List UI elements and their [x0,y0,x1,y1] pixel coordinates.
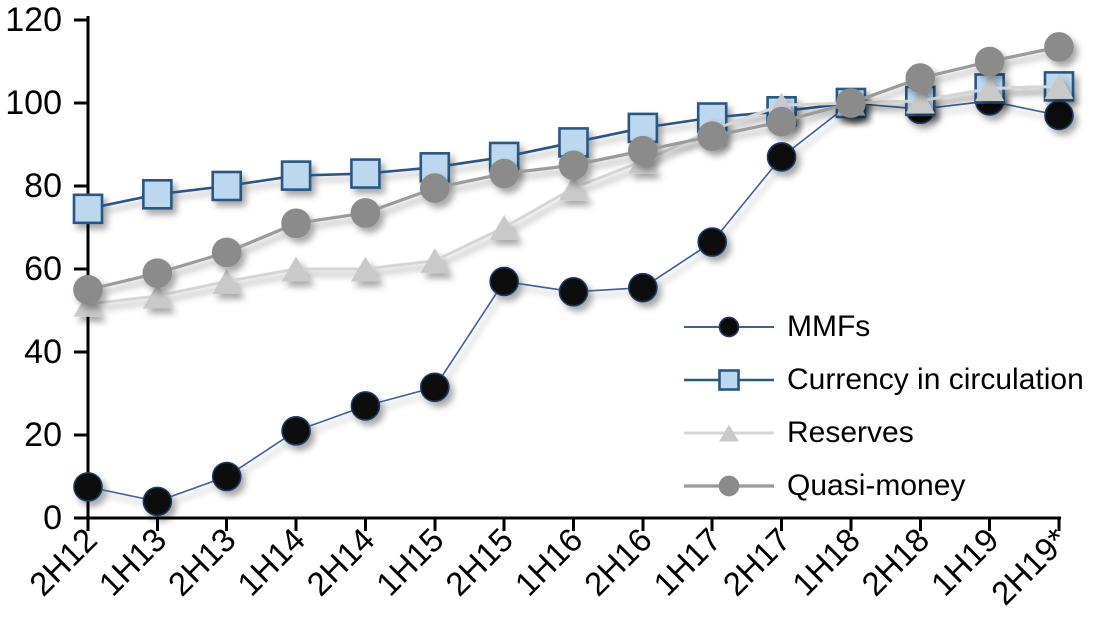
legend-item-reserves: Reserves [683,406,1084,459]
x-tick-label: 1H18 [785,521,867,603]
marker [350,158,381,189]
marker [718,475,740,496]
marker [142,486,173,517]
x-tick-label: 2H14 [299,521,381,603]
marker [211,170,243,202]
marker [142,258,173,288]
marker [718,368,740,391]
marker [142,283,172,309]
legend-label-mmfs: MMFs [787,309,871,343]
marker [628,135,658,166]
marker [628,272,658,303]
marker [280,160,312,191]
marker [766,142,797,172]
marker [1044,73,1074,99]
x-tick-label: 2H13 [161,521,243,603]
x-tick-label: 1H15 [369,521,451,603]
marker [489,266,519,297]
x-tick-label: 1H17 [646,521,728,603]
y-tick-label: 0 [43,499,62,537]
y-tick-label: 60 [24,250,62,288]
legend-label-currency: Currency in circulation [787,362,1084,396]
marker [836,88,866,118]
legend-label-quasi-money: Quasi-money [787,468,966,502]
marker [419,173,450,203]
legend-marker-reserves-icon [684,424,774,441]
x-tick-label: 2H17 [716,521,798,603]
legend-item-currency: Currency in circulation [683,353,1084,406]
marker [420,248,450,274]
x-tick-label: 2H19* [984,521,1075,612]
legend-item-mmfs: MMFs [683,300,1084,353]
x-tick-label: 2H16 [577,521,659,603]
marker [718,316,740,337]
marker [766,106,797,137]
marker [73,274,103,305]
legend-marker-currency-icon [684,368,774,391]
marker [350,256,380,282]
legend-marker-mmfs-icon [684,316,774,337]
marker [73,472,103,502]
marker [559,175,588,201]
marker [350,198,381,228]
marker [281,416,311,446]
marker [211,461,242,492]
marker [212,268,242,294]
marker [350,391,381,421]
y-tick-label: 100 [5,84,62,122]
marker [211,237,242,268]
y-tick-label: 120 [5,1,62,39]
y-tick-label: 40 [24,333,62,371]
x-axis: 2H121H132H131H142H141H152H151H162H161H17… [22,516,1075,612]
y-tick-label: 20 [24,416,62,454]
marker [975,75,1005,101]
marker [281,256,311,282]
x-tick-label: 1H13 [91,521,173,603]
x-tick-label: 2H18 [854,521,936,603]
marker [905,88,935,114]
marker [489,215,519,240]
marker [697,121,728,151]
x-tick-label: 2H15 [438,521,520,603]
x-tick-label: 2H12 [22,521,104,603]
marker [558,277,589,307]
legend-marker-quasi-money-icon [684,475,774,496]
marker [1044,32,1074,62]
legend-item-quasi-money: Quasi-money [683,459,1084,512]
y-tick-label: 80 [24,167,62,205]
marker [281,208,311,239]
marker [72,193,104,225]
marker [489,158,519,189]
legend: MMFs Currency in circulation Reserves Qu… [683,300,1084,512]
marker [1044,100,1074,131]
y-axis: 0 20 40 60 80 100 120 [5,1,90,537]
marker [719,424,739,441]
marker [974,46,1005,77]
x-tick-label: 1H14 [230,521,312,603]
marker [905,63,936,93]
x-tick-label: 1H16 [508,521,590,603]
marker [142,179,173,210]
marker [419,372,450,403]
series-quasi-money [73,32,1074,305]
marker [697,227,728,257]
legend-label-reserves: Reserves [787,415,914,449]
marker [558,150,589,181]
